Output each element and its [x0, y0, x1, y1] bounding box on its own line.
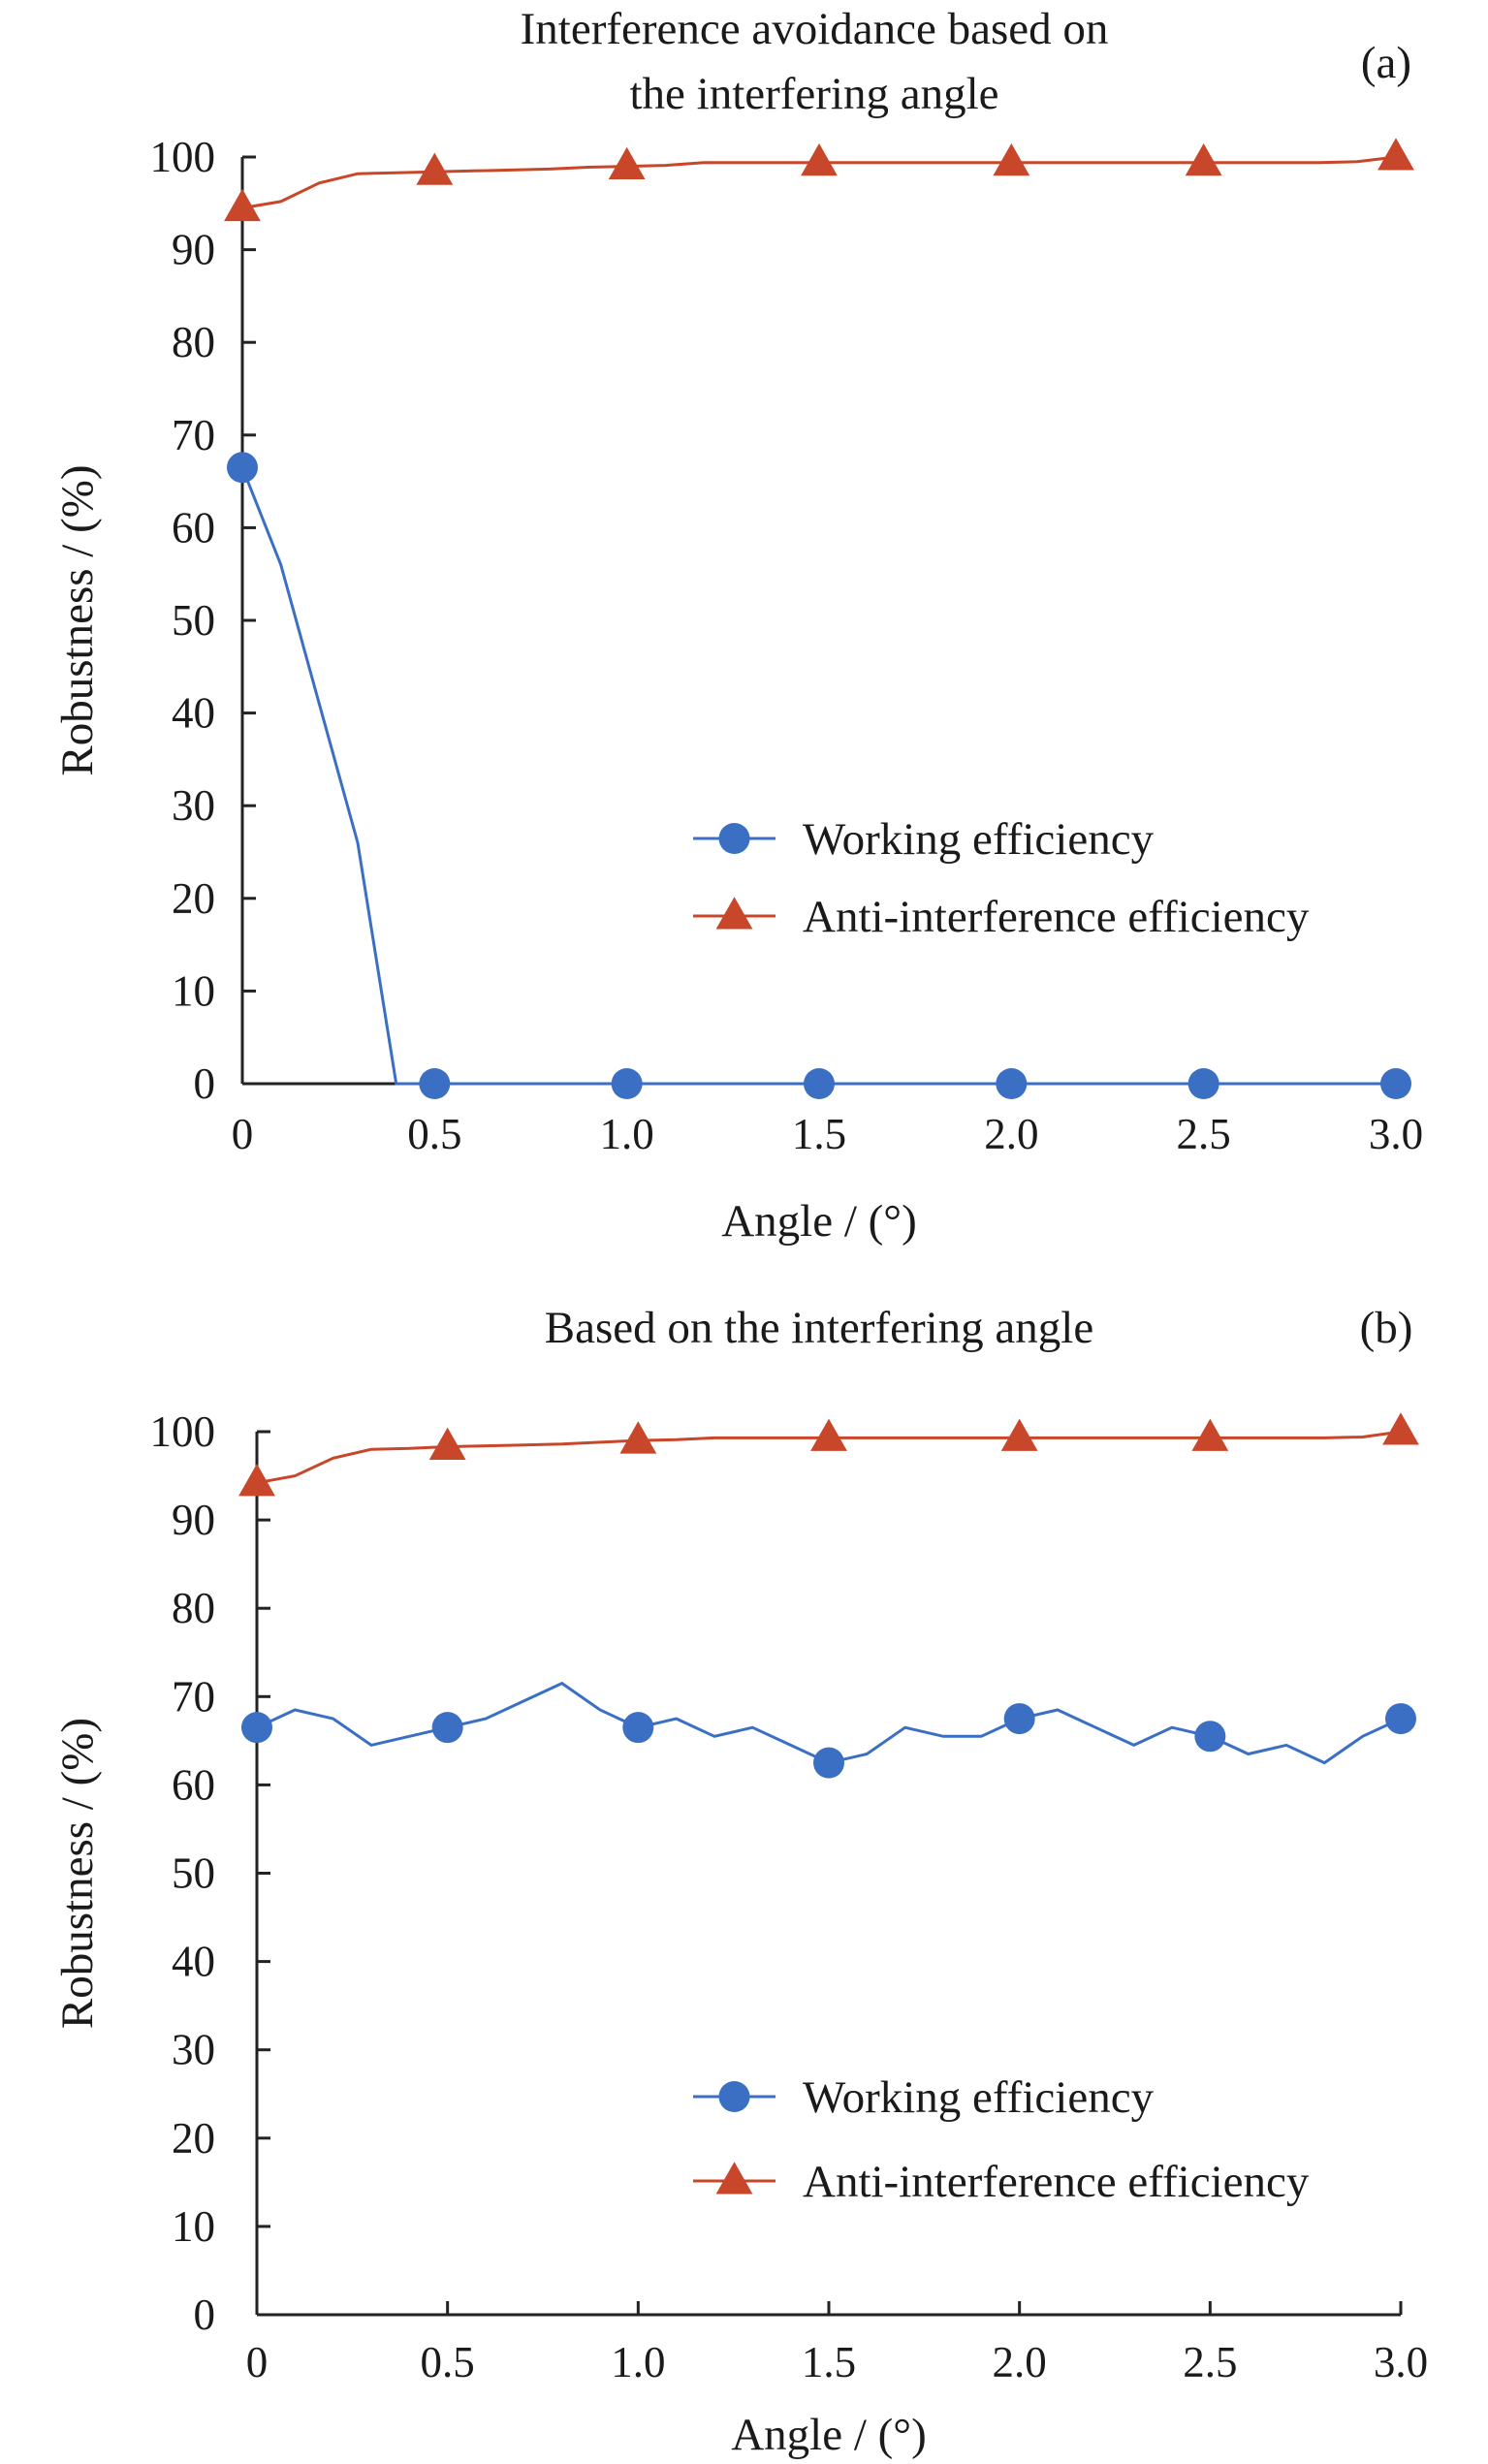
- working-efficiency-point: [813, 1747, 844, 1779]
- working-efficiency-point: [419, 1068, 451, 1099]
- anti-interference-efficiency-point: [810, 1418, 847, 1451]
- x-tick-label: 0: [246, 2338, 269, 2386]
- y-tick-label: 20: [172, 2114, 215, 2163]
- y-tick-label: 20: [172, 874, 215, 923]
- y-axis-label: Robustness / (%): [52, 464, 103, 775]
- anti-interference-efficiency-point: [801, 142, 838, 176]
- working-efficiency-point: [1187, 1068, 1219, 1099]
- x-tick-label: 2.0: [984, 1110, 1038, 1158]
- panel-label: (a): [1361, 38, 1411, 88]
- anti-interference-efficiency-point: [416, 152, 454, 185]
- y-tick-label: 70: [172, 411, 215, 459]
- series-line-working-efficiency: [240, 466, 1396, 1086]
- chart-b-svg: Based on the interfering angle (b) 0 10 20 30…: [52, 1303, 1428, 2460]
- legend-marker: [715, 2162, 753, 2195]
- y-tick-label: 100: [150, 1407, 216, 1456]
- y-tick-label: 60: [172, 503, 215, 552]
- anti-interference-efficiency-point: [1000, 1418, 1038, 1451]
- x-axis-label: Angle / (°): [721, 1196, 917, 1247]
- working-efficiency-point: [227, 452, 258, 484]
- x-tick-label: 3.0: [1374, 2338, 1428, 2386]
- legend-label: Working efficiency: [803, 2072, 1155, 2123]
- y-tick-label: 80: [172, 318, 215, 366]
- anti-interference-efficiency-point: [1382, 1412, 1419, 1445]
- legend-marker: [718, 823, 750, 854]
- panel-label: (b): [1360, 1303, 1413, 1353]
- y-tick-label: 80: [172, 1584, 215, 1632]
- legend-label: Working efficiency: [803, 814, 1155, 865]
- x-tick-label: 2.5: [1177, 1110, 1231, 1158]
- chart-title: Based on the interfering angle: [545, 1303, 1093, 1353]
- y-tick-label: 0: [194, 1059, 216, 1108]
- working-efficiency-point: [431, 1712, 463, 1744]
- x-tick-label: 1.0: [611, 2338, 665, 2386]
- chart-panel-a: Interference avoidance based on the inter…: [52, 4, 1423, 1247]
- x-tick-label: 3.0: [1369, 1110, 1423, 1158]
- y-tick-label: 40: [172, 689, 215, 738]
- working-efficiency-point: [1380, 1068, 1411, 1099]
- x-tick-label: 0.5: [421, 2338, 475, 2386]
- x-tick-label: 0: [232, 1110, 254, 1158]
- x-tick-label: 1.0: [600, 1110, 654, 1158]
- working-efficiency-point: [804, 1068, 835, 1099]
- x-tick-label: 2.0: [993, 2338, 1047, 2386]
- legend-label: Anti-interference efficiency: [803, 2157, 1310, 2207]
- y-tick-label: 50: [172, 1849, 215, 1898]
- y-tick-label: 40: [172, 1938, 215, 1986]
- chart-a-svg: Interference avoidance based on the inter…: [52, 4, 1423, 1247]
- y-tick-label: 90: [172, 1496, 215, 1544]
- x-tick-label: 2.5: [1183, 2338, 1237, 2386]
- anti-interference-efficiency-point: [238, 1464, 275, 1497]
- anti-interference-efficiency-point: [993, 142, 1030, 176]
- anti-interference-efficiency-point: [619, 1421, 657, 1454]
- working-efficiency-point: [622, 1712, 654, 1744]
- y-tick-label: 70: [172, 1672, 215, 1721]
- working-efficiency-point: [996, 1068, 1028, 1099]
- y-tick-label: 10: [172, 2202, 215, 2251]
- legend-marker: [718, 2081, 750, 2112]
- y-tick-label: 30: [172, 781, 215, 830]
- y-tick-label: 30: [172, 2026, 215, 2074]
- y-tick-label: 100: [150, 133, 216, 181]
- chart-title: the interfering angle: [629, 69, 998, 119]
- chart-panel-b: Based on the interfering angle (b) 0 10 20 30…: [0, 1279, 1488, 2464]
- y-tick-label: 10: [172, 966, 215, 1015]
- chart-title: Interference avoidance based on: [521, 4, 1109, 54]
- anti-interference-efficiency-point: [608, 146, 646, 180]
- anti-interference-efficiency-point: [1191, 1418, 1229, 1451]
- anti-interference-efficiency-point: [428, 1427, 466, 1460]
- working-efficiency-point: [241, 1712, 272, 1744]
- working-efficiency-point: [1003, 1703, 1035, 1735]
- x-tick-label: 1.5: [802, 2338, 856, 2386]
- legend-label: Anti-interference efficiency: [803, 892, 1310, 942]
- x-tick-label: 0.5: [407, 1110, 461, 1158]
- working-efficiency-point: [1385, 1703, 1416, 1735]
- working-efficiency-point: [611, 1068, 643, 1099]
- y-tick-label: 60: [172, 1760, 215, 1809]
- working-efficiency-point: [1194, 1721, 1226, 1753]
- y-axis-label: Robustness / (%): [52, 1718, 103, 2029]
- anti-interference-efficiency-point: [224, 188, 261, 222]
- anti-interference-efficiency-point: [1377, 138, 1414, 171]
- y-tick-label: 90: [172, 226, 215, 274]
- y-tick-label: 0: [194, 2290, 216, 2339]
- legend-marker: [715, 897, 753, 930]
- x-tick-label: 1.5: [792, 1110, 846, 1158]
- anti-interference-efficiency-point: [1185, 142, 1222, 176]
- x-axis-label: Angle / (°): [731, 2410, 927, 2460]
- y-tick-label: 50: [172, 596, 215, 645]
